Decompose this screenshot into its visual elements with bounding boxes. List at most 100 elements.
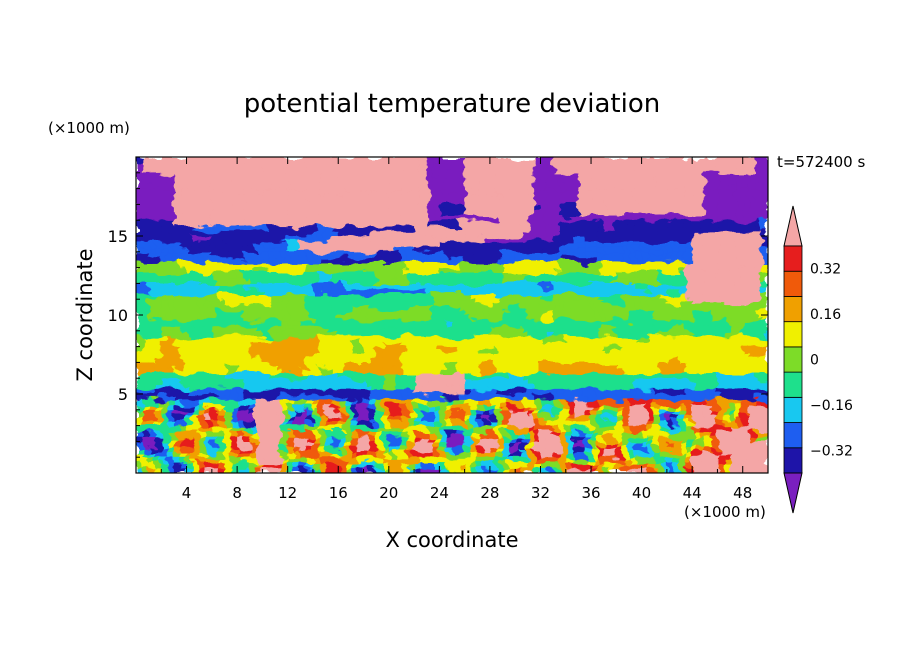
heatmap-cell — [439, 362, 447, 369]
heatmap-cell — [167, 183, 175, 190]
heatmap-cell — [622, 351, 630, 358]
heatmap-cell — [363, 462, 371, 469]
heatmap-cell — [376, 162, 384, 169]
heatmap-cell — [211, 278, 219, 284]
heatmap-cell — [591, 183, 598, 190]
heatmap-cell — [641, 346, 649, 353]
heatmap-cell — [167, 430, 175, 437]
heatmap-cell — [458, 283, 466, 290]
heatmap-cell — [553, 383, 561, 390]
heatmap-cell — [148, 272, 156, 279]
heatmap-cell — [154, 404, 162, 411]
heatmap-cell — [572, 457, 579, 464]
heatmap-cell — [654, 188, 662, 195]
heatmap-cell — [338, 262, 346, 269]
heatmap-cell — [205, 441, 213, 448]
heatmap-cell — [369, 299, 377, 306]
heatmap-cell — [647, 388, 655, 395]
heatmap-cell — [470, 362, 478, 369]
heatmap-cell — [230, 425, 238, 432]
heatmap-cell — [294, 257, 301, 263]
heatmap-cell — [628, 230, 636, 237]
heatmap-cell — [622, 325, 630, 332]
heatmap-cell — [534, 409, 542, 416]
heatmap-cell — [192, 378, 200, 385]
heatmap-cell — [508, 367, 516, 374]
heatmap-cell — [496, 272, 504, 279]
heatmap-cell — [350, 388, 358, 395]
heatmap-cell — [546, 257, 554, 263]
heatmap-cell — [395, 446, 403, 453]
heatmap-cell — [546, 420, 554, 427]
heatmap-cell — [565, 346, 573, 353]
heatmap-cell — [439, 167, 447, 174]
heatmap-cell — [508, 372, 516, 379]
heatmap-cell — [452, 246, 459, 253]
heatmap-cell — [420, 272, 428, 279]
heatmap-cell — [154, 367, 162, 374]
heatmap-cell — [452, 299, 459, 306]
heatmap-cell — [628, 388, 636, 395]
heatmap-cell — [192, 209, 200, 216]
heatmap-cell — [439, 325, 447, 332]
heatmap-cell — [287, 362, 295, 369]
heatmap-cell — [407, 278, 415, 284]
heatmap-cell — [357, 209, 365, 216]
heatmap-cell — [540, 262, 548, 269]
heatmap-cell — [148, 430, 156, 437]
heatmap-cell — [136, 415, 143, 421]
heatmap-cell — [281, 341, 289, 348]
heatmap-cell — [546, 378, 554, 385]
heatmap-cell — [287, 278, 295, 284]
heatmap-cell — [186, 378, 194, 385]
heatmap-cell — [483, 246, 491, 253]
heatmap-cell — [578, 288, 586, 295]
heatmap-cell — [224, 214, 232, 221]
heatmap-cell — [275, 462, 282, 469]
heatmap-cell — [502, 320, 510, 327]
heatmap-cell — [275, 236, 282, 242]
heatmap-cell — [407, 436, 415, 442]
heatmap-cell — [395, 404, 403, 411]
heatmap-cell — [306, 167, 314, 174]
heatmap-cell — [262, 278, 270, 284]
heatmap-cell — [553, 157, 561, 163]
heatmap-cell — [527, 241, 535, 248]
heatmap-cell — [243, 315, 251, 321]
heatmap-cell — [256, 441, 263, 448]
heatmap-cell — [616, 209, 624, 216]
heatmap-cell — [388, 341, 396, 348]
heatmap-cell — [559, 320, 567, 327]
heatmap-cell — [603, 236, 611, 242]
heatmap-cell — [350, 283, 358, 290]
heatmap-cell — [167, 288, 175, 295]
heatmap-cell — [275, 457, 282, 464]
heatmap-cell — [420, 378, 428, 385]
heatmap-cell — [635, 162, 643, 169]
heatmap-cell — [369, 241, 377, 248]
heatmap-cell — [578, 172, 586, 179]
heatmap-cell — [388, 336, 396, 342]
heatmap-cell — [610, 446, 617, 453]
heatmap-cell — [338, 404, 346, 411]
heatmap-cell — [275, 272, 282, 279]
heatmap-cell — [230, 230, 238, 237]
heatmap-cell — [281, 162, 289, 169]
heatmap-cell — [338, 204, 346, 211]
heatmap-cell — [350, 257, 358, 263]
heatmap-cell — [395, 220, 403, 227]
heatmap-cell — [464, 246, 472, 253]
heatmap-cell — [654, 441, 662, 448]
heatmap-cell — [508, 346, 516, 353]
heatmap-cell — [142, 299, 150, 306]
heatmap-cell — [186, 336, 194, 342]
heatmap-cell — [325, 204, 333, 211]
heatmap-cell — [306, 199, 314, 205]
heatmap-cell — [420, 436, 428, 442]
heatmap-cell — [382, 199, 390, 205]
heatmap-cell — [268, 172, 276, 179]
heatmap-cell — [622, 209, 630, 216]
heatmap-cell — [433, 172, 440, 179]
heatmap-cell — [628, 457, 636, 464]
